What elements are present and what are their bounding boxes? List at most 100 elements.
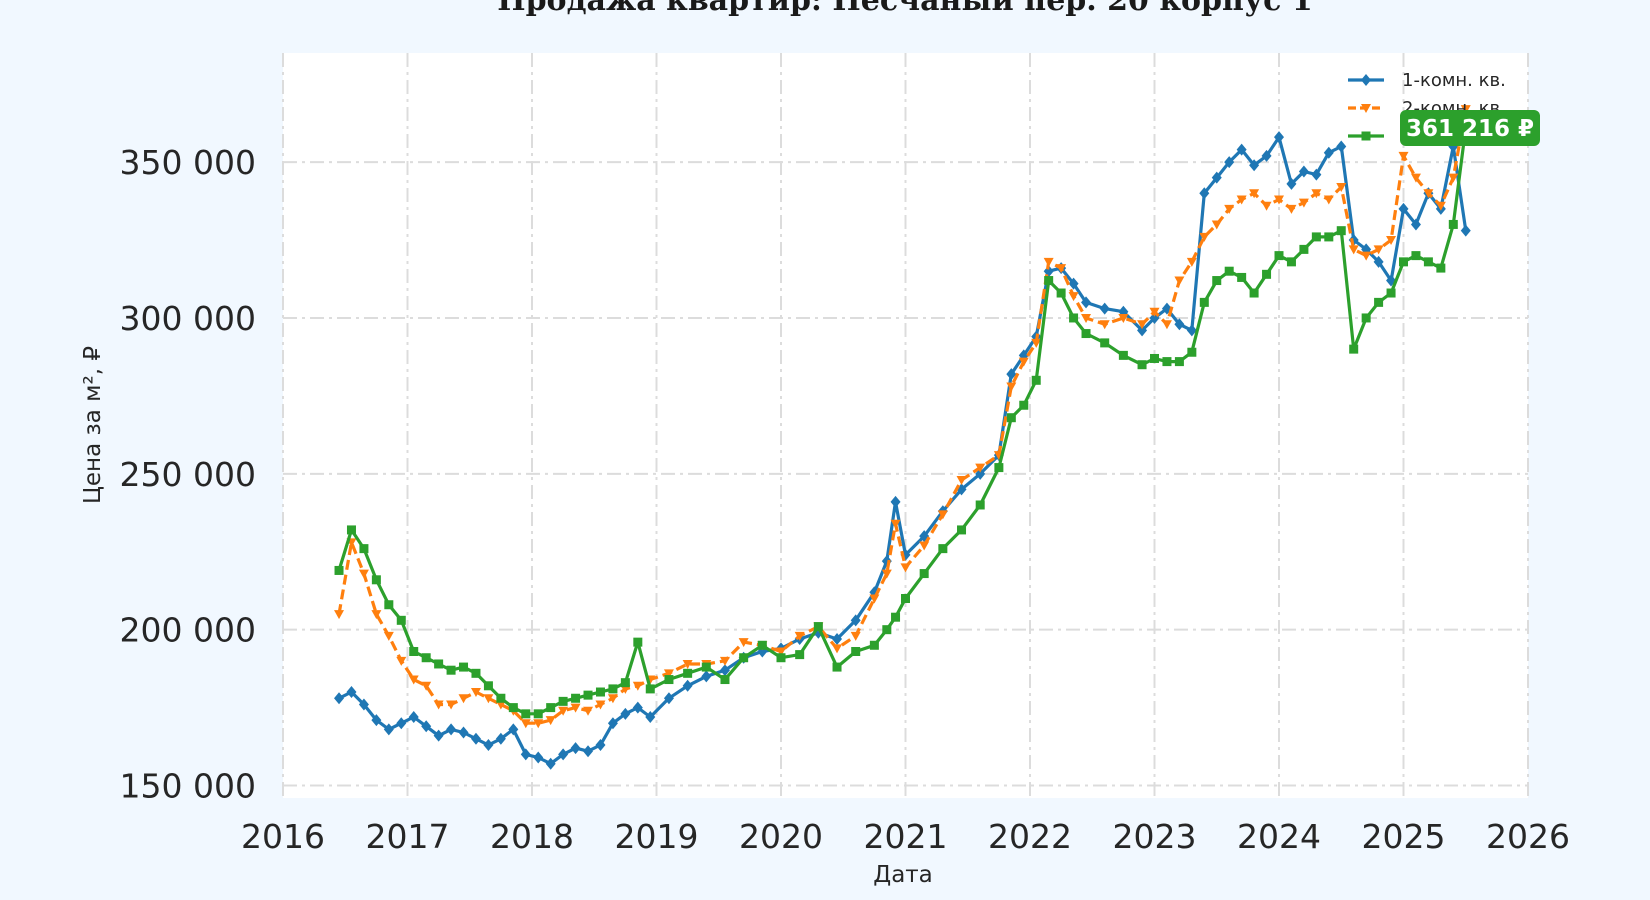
- data-point: [1056, 288, 1066, 298]
- data-point: [1323, 146, 1334, 159]
- data-point: [738, 638, 749, 648]
- data-point: [881, 569, 892, 579]
- data-point: [358, 698, 369, 711]
- series-1: [334, 131, 1471, 770]
- data-point: [1212, 276, 1222, 286]
- data-point: [938, 544, 948, 554]
- data-point: [334, 692, 345, 705]
- x-axis-label: Дата: [873, 862, 933, 888]
- data-point: [1043, 257, 1054, 267]
- data-point: [607, 717, 618, 730]
- tick-labels: 2016 2017 2018 2019 2020 2021 2022 2023 2024 2025…: [120, 143, 1570, 856]
- data-point: [1068, 292, 1079, 302]
- data-point: [1069, 313, 1079, 323]
- data-point: [620, 707, 631, 720]
- data-point: [890, 519, 901, 529]
- data-point: [1361, 313, 1371, 323]
- data-point: [682, 679, 693, 692]
- data-point: [1031, 338, 1042, 348]
- data-point: [776, 647, 786, 657]
- data-point: [682, 659, 693, 669]
- data-point: [701, 670, 712, 683]
- data-point: [633, 637, 643, 647]
- last-value-badge-bg: [1400, 110, 1540, 146]
- data-point: [1118, 313, 1129, 323]
- data-point: [937, 510, 948, 520]
- data-point: [1311, 189, 1322, 199]
- data-point: [776, 653, 786, 663]
- data-point: [1006, 382, 1017, 392]
- data-point: [396, 717, 407, 730]
- y-tick-label: 150 000: [120, 767, 256, 806]
- data-point: [919, 541, 930, 551]
- data-point: [595, 700, 606, 710]
- data-point: [1336, 140, 1347, 153]
- data-point: [1137, 320, 1148, 330]
- data-point: [1261, 149, 1272, 162]
- data-point: [1262, 269, 1272, 279]
- data-point: [421, 720, 432, 733]
- data-point: [1099, 302, 1110, 315]
- data-point: [1224, 156, 1235, 169]
- data-point: [520, 719, 531, 729]
- data-point: [1236, 143, 1247, 156]
- y-tick-label: 300 000: [120, 299, 256, 338]
- data-point: [1056, 264, 1067, 274]
- data-point: [409, 646, 419, 656]
- data-point: [757, 640, 767, 650]
- data-point: [496, 693, 506, 703]
- data-point: [483, 694, 494, 704]
- x-tick-label: 2021: [864, 817, 948, 856]
- data-point: [1099, 320, 1110, 330]
- data-point: [1162, 357, 1172, 367]
- data-point: [1374, 297, 1384, 307]
- data-point: [1224, 204, 1235, 214]
- data-point: [495, 732, 506, 745]
- data-point: [1274, 195, 1284, 205]
- data-point: [470, 688, 481, 698]
- data-point: [957, 525, 967, 535]
- data-point: [1186, 324, 1197, 337]
- data-point: [1386, 236, 1397, 246]
- data-point: [1118, 350, 1128, 360]
- data-point: [851, 646, 861, 656]
- data-point: [1436, 263, 1446, 273]
- data-point: [1311, 168, 1322, 181]
- data-point: [1435, 201, 1446, 211]
- data-point: [901, 594, 910, 604]
- data-point: [956, 476, 967, 486]
- data-point: [545, 757, 556, 770]
- data-point: [683, 668, 693, 678]
- data-point: [558, 748, 569, 761]
- data-point: [1386, 288, 1396, 298]
- data-point: [620, 678, 630, 688]
- series-2: [334, 105, 1471, 729]
- data-point: [396, 615, 406, 625]
- data-point: [1249, 189, 1260, 199]
- data-point: [558, 696, 568, 706]
- data-point: [408, 710, 419, 723]
- data-point: [570, 742, 581, 755]
- data-point: [632, 701, 643, 714]
- data-point: [1149, 307, 1160, 317]
- data-point: [1261, 201, 1272, 211]
- data-point: [571, 693, 581, 703]
- data-point: [1199, 187, 1210, 200]
- data-point: [719, 664, 730, 677]
- data-point: [359, 544, 369, 554]
- data-point: [719, 656, 730, 666]
- data-point: [1423, 257, 1433, 267]
- data-point: [1137, 324, 1148, 337]
- data-point: [483, 739, 494, 752]
- data-point: [521, 709, 531, 719]
- data-point: [371, 610, 382, 620]
- data-point: [570, 703, 581, 713]
- data-point: [663, 692, 674, 705]
- data-point: [645, 710, 656, 723]
- data-point: [408, 675, 419, 685]
- data-point: [371, 714, 382, 727]
- data-point: [446, 700, 457, 710]
- data-point: [1161, 320, 1172, 330]
- data-point: [1411, 251, 1421, 261]
